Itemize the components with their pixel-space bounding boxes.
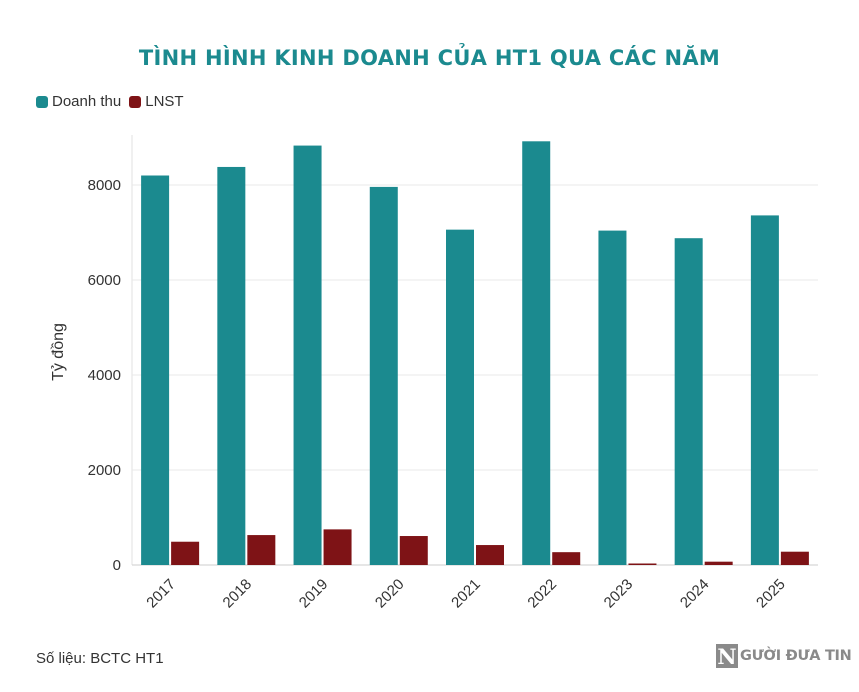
bar-revenue [522,141,551,566]
bar-revenue [674,238,703,565]
bar-profit [780,551,809,565]
legend-label-revenue: Doanh thu [52,93,122,110]
chart-title: TÌNH HÌNH KINH DOANH CỦA HT1 QUA CÁC NĂM [138,46,721,70]
x-tick-label: 2021 [448,576,484,612]
y-axis-title: Tỷ đồng [50,323,67,381]
x-tick-label: 2023 [601,576,637,612]
bar-profit [399,536,428,565]
legend-item-revenue[interactable]: Doanh thu [36,93,121,110]
bar-profit [171,541,200,565]
y-tick-label: 2000 [88,462,121,479]
x-tick-label: 2020 [372,576,408,612]
bar-profit [628,563,657,565]
x-tick-label: 2018 [220,576,256,612]
logo-mark: N [716,643,738,669]
bar-revenue [217,166,246,565]
y-tick-label: 0 [113,557,121,574]
logo-text: GƯỜI ĐƯA TIN [740,648,852,664]
bar-revenue [141,175,170,565]
legend-item-profit[interactable]: LNST [129,93,184,110]
publisher-logo: N GƯỜI ĐƯA TIN [716,643,852,669]
bar-profit [704,561,733,565]
legend: Doanh thu LNST [36,93,192,110]
y-tick-label: 4000 [88,367,121,384]
source-note: Số liệu: BCTC HT1 [36,650,164,667]
bar-profit [476,545,504,565]
x-tick-label: 2022 [524,576,560,612]
x-tick-label: 2024 [677,576,713,612]
bar-profit [323,529,352,565]
bar-profit [552,552,581,565]
bar-revenue [293,145,322,565]
x-tick-label: 2019 [296,576,332,612]
legend-swatch-profit [129,95,142,108]
x-tick-label: 2025 [753,576,789,612]
bar-revenue [369,186,398,565]
y-tick-label: 8000 [88,177,121,194]
legend-swatch-revenue [36,95,48,108]
legend-label-profit: LNST [145,93,184,110]
x-tick-label: 2017 [143,576,179,612]
bar-revenue [446,229,474,565]
bar-profit [247,535,276,565]
bar-revenue [750,215,779,565]
y-tick-label: 6000 [88,272,121,289]
bar-revenue [598,230,627,565]
